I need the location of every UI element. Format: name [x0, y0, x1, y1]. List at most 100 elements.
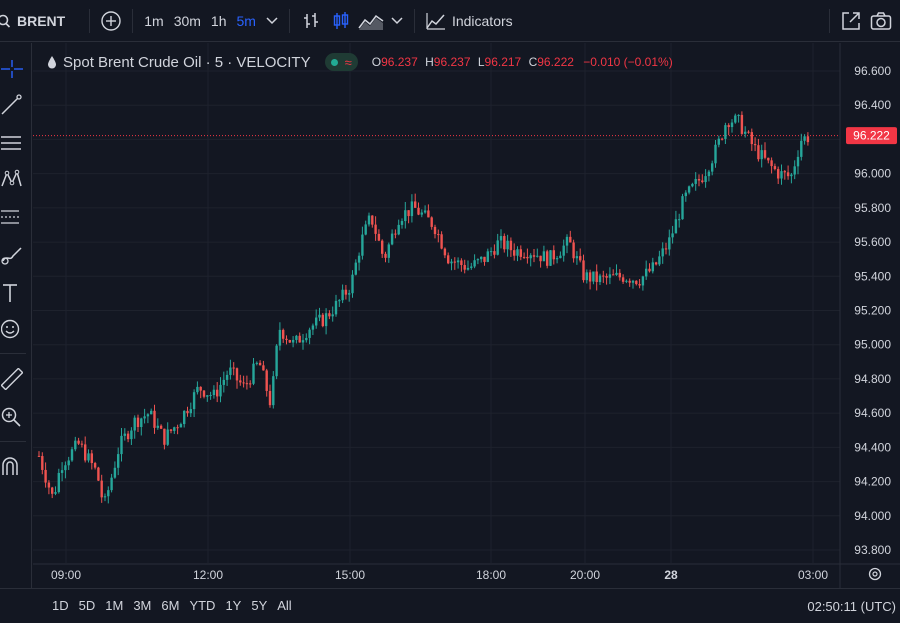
text-tool[interactable] — [0, 279, 24, 307]
candle-body — [549, 250, 552, 266]
chart-area[interactable]: 96.60096.40096.20096.00095.80095.60095.4… — [33, 43, 900, 588]
candle-body — [648, 268, 651, 272]
area-style-button[interactable] — [356, 6, 386, 36]
emoji-tool[interactable] — [0, 315, 24, 343]
candle-body — [796, 156, 800, 167]
candle-body — [605, 275, 608, 278]
candle-body — [239, 380, 242, 383]
candle-body — [631, 280, 635, 283]
magnet-tool[interactable] — [0, 453, 24, 481]
market-status-pill[interactable]: ≈ — [324, 53, 358, 71]
candle-body — [196, 386, 199, 393]
candle-body — [767, 157, 770, 161]
candle-body — [516, 249, 519, 256]
candle-body — [486, 251, 489, 262]
time-axis[interactable]: 09:00 12:00 15:00 18:00 20:00 28 03:00 — [51, 568, 828, 582]
candle-body — [262, 365, 265, 371]
candle-body — [625, 280, 628, 282]
brush-tool[interactable] — [0, 241, 24, 269]
symbol-title[interactable]: Spot Brent Crude Oil · 5 · VELOCITY — [63, 53, 311, 71]
candles-style-button[interactable] — [326, 6, 356, 36]
candle-body — [354, 262, 357, 275]
pattern-tool[interactable] — [0, 165, 24, 193]
candle-body — [707, 171, 711, 177]
range-1d[interactable]: 1D — [52, 598, 69, 613]
bars-style-button[interactable] — [296, 6, 326, 36]
price-tick-label: 94.200 — [854, 475, 891, 489]
candle-body — [202, 390, 206, 397]
candle-body — [536, 255, 539, 257]
candle-body — [387, 244, 390, 258]
candle-body — [126, 433, 130, 440]
chart-type-dropdown[interactable] — [386, 6, 408, 36]
range-ytd[interactable]: YTD — [189, 598, 216, 613]
candle-body — [179, 424, 183, 428]
candlestick-chart[interactable]: 96.60096.40096.20096.00095.80095.60095.4… — [33, 43, 900, 588]
range-3m[interactable]: 3M — [133, 598, 152, 613]
interval-30m[interactable]: 30m — [173, 12, 201, 29]
candle-body — [222, 379, 225, 385]
candle-body — [463, 265, 466, 270]
ruler-tool[interactable] — [0, 365, 24, 393]
interval-5m[interactable]: 5m — [236, 12, 256, 29]
utc-clock[interactable]: 02:50:11 (UTC) — [807, 598, 896, 614]
candle-body — [697, 178, 701, 181]
candle-body — [687, 186, 691, 193]
candle-body — [249, 383, 252, 385]
candle-body — [526, 256, 529, 259]
crosshair-tool[interactable] — [0, 55, 24, 83]
interval-dropdown[interactable] — [261, 6, 283, 36]
candle-body — [328, 313, 331, 317]
trend-line-tool[interactable] — [0, 91, 24, 119]
compare-add-button[interactable] — [96, 6, 126, 36]
symbol-search[interactable]: BRENT — [0, 0, 71, 42]
high-value: 96.237 — [433, 55, 471, 69]
candle-body — [661, 248, 664, 257]
range-6m[interactable]: 6M — [161, 598, 180, 613]
candle-body — [117, 454, 120, 468]
candle-body — [612, 274, 615, 276]
magnet-icon — [2, 457, 18, 475]
candle-body — [575, 256, 579, 259]
price-tick-label: 95.600 — [854, 235, 891, 249]
measure-tool[interactable] — [0, 203, 24, 231]
candle-body — [569, 236, 572, 243]
candle-body — [64, 465, 67, 471]
candle-body — [341, 289, 344, 301]
candle-body — [133, 417, 136, 431]
plus-circle-icon — [101, 10, 121, 31]
range-1m[interactable]: 1M — [105, 598, 124, 613]
candle-body — [423, 210, 427, 213]
fullscreen-button[interactable] — [836, 6, 866, 36]
candle-body — [763, 150, 767, 158]
candle-body — [268, 390, 272, 406]
time-tick-label: 15:00 — [335, 568, 365, 582]
candle-body — [54, 492, 57, 494]
candles-icon — [333, 11, 349, 29]
candle-body — [773, 166, 777, 170]
range-5d[interactable]: 5D — [78, 598, 96, 613]
range-1y[interactable]: 1Y — [225, 598, 242, 613]
candle-body — [711, 163, 714, 172]
bars-icon — [303, 12, 318, 28]
price-axis[interactable]: 96.60096.40096.20096.00095.80095.60095.4… — [854, 64, 891, 557]
range-all[interactable]: All — [277, 598, 292, 613]
chart-settings-button[interactable] — [868, 567, 882, 581]
drop-icon — [48, 56, 56, 69]
horizontal-lines-tool[interactable] — [0, 129, 24, 157]
toolbar-divider — [132, 8, 134, 33]
ruler-icon — [1, 368, 23, 390]
screenshot-button[interactable] — [866, 6, 896, 36]
range-5y[interactable]: 5Y — [251, 598, 268, 613]
candle-body — [592, 271, 595, 282]
interval-1m[interactable]: 1m — [144, 12, 164, 29]
price-tick-label: 94.600 — [854, 406, 891, 420]
candle-body — [153, 410, 156, 428]
candle-body — [390, 233, 394, 245]
candle-body — [344, 289, 348, 295]
interval-1h[interactable]: 1h — [210, 12, 227, 29]
candle-body — [57, 472, 60, 493]
zoom-tool[interactable] — [0, 403, 24, 431]
candle-body — [777, 169, 780, 179]
indicators-button[interactable]: Indicators — [421, 6, 518, 36]
